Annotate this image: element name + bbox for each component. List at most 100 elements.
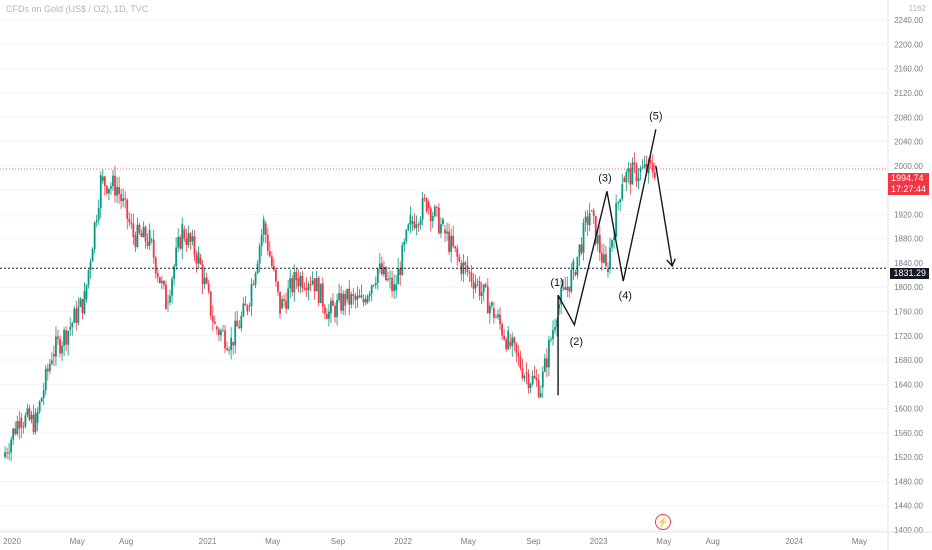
time-tick-label: Aug: [706, 537, 720, 546]
candle-body: [160, 280, 163, 284]
candle-body: [385, 267, 387, 281]
candle-body: [307, 284, 310, 291]
candle-body: [425, 198, 428, 212]
wave-label: (1): [550, 277, 563, 289]
time-axis[interactable]: 2020 May Aug 2021 May Sep 2022 May Sep 2023 May Aug…: [0, 531, 932, 546]
candle-body: [521, 368, 524, 379]
candle-body: [211, 315, 214, 322]
candle-body: [240, 315, 243, 329]
level-lines: [0, 168, 888, 269]
candle-body: [448, 231, 450, 252]
candle-body: [8, 452, 10, 454]
candle-body: [48, 363, 51, 372]
candle-body: [65, 330, 68, 345]
candle-body: [175, 247, 178, 267]
candle-body: [238, 326, 241, 329]
candle-body: [277, 281, 279, 292]
candle-body: [99, 175, 102, 208]
candle-body: [582, 222, 585, 253]
candle-body: [523, 375, 526, 379]
candle-body: [171, 278, 173, 296]
candle-body: [456, 248, 459, 257]
candle-body: [409, 215, 412, 225]
candle-body: [517, 352, 520, 357]
candle-body: [18, 421, 21, 429]
candle-body: [50, 360, 53, 364]
candle-body: [419, 219, 422, 225]
candle-body: [468, 271, 471, 273]
price-tick-label: 1520.00: [894, 453, 923, 462]
price-tick-label: 2080.00: [894, 113, 923, 122]
candle-body: [554, 327, 556, 330]
candle-body: [209, 291, 212, 316]
candle-body: [270, 256, 273, 267]
level-price-tag: 1831.29: [890, 268, 929, 279]
wave-label: (4): [619, 290, 632, 302]
candle-body: [215, 326, 218, 330]
candle-body: [346, 288, 349, 300]
candle-body: [122, 198, 125, 202]
candle-body: [649, 160, 652, 164]
candle-body: [619, 199, 622, 203]
candle-body: [156, 273, 159, 278]
candle-body: [370, 285, 373, 294]
candle-body: [108, 188, 110, 194]
candle-body: [222, 330, 224, 332]
candle-body: [444, 229, 446, 234]
candle-body: [645, 164, 648, 174]
candle-body: [148, 229, 151, 246]
candle-body: [387, 278, 389, 281]
candle-body: [539, 393, 542, 397]
candle-body: [303, 288, 306, 289]
candle-body: [328, 311, 330, 319]
candle-body: [116, 187, 118, 196]
candle-body: [476, 281, 479, 282]
candle-body: [576, 256, 579, 275]
wave-label: (3): [598, 172, 611, 184]
wave-label: (2): [570, 336, 583, 348]
candle-body: [374, 283, 377, 286]
candle-body: [53, 353, 55, 357]
candle-body: [423, 197, 426, 199]
candle-body: [105, 185, 108, 194]
candle-body: [44, 368, 47, 391]
candle-body: [71, 322, 74, 327]
candle-body: [169, 295, 171, 303]
candle-body: [301, 275, 304, 289]
candle-body: [615, 203, 618, 237]
candle-body: [154, 257, 157, 274]
candle-body: [609, 247, 611, 269]
candle-body: [629, 168, 632, 185]
price-axis[interactable]: 1162 2240.00 2200.00 2160.00 2120.00 2080.00 2…: [887, 0, 927, 550]
candle-body: [89, 261, 92, 271]
candle-body: [197, 252, 200, 264]
candle-body: [588, 213, 591, 225]
candle-body: [244, 303, 247, 306]
candle-body: [564, 287, 567, 291]
lightning-icon[interactable]: ⚡: [655, 514, 671, 530]
candle-body: [165, 284, 167, 310]
candle-body: [352, 294, 355, 296]
price-tick-label: 2160.00: [894, 65, 923, 74]
candle-body: [625, 172, 628, 183]
candle-body: [519, 356, 522, 369]
candle-body: [611, 240, 613, 248]
candle-body: [633, 162, 636, 165]
candle-body: [338, 293, 340, 301]
candle-body: [446, 231, 448, 234]
candle-body: [22, 426, 25, 428]
candle-body: [24, 415, 27, 427]
candle-body: [118, 187, 120, 195]
candle-body: [299, 275, 302, 287]
time-tick-label: Sep: [526, 537, 541, 546]
candle-body: [199, 258, 202, 264]
candle-body: [6, 452, 8, 454]
candle-body: [592, 210, 595, 216]
candle-body: [150, 239, 153, 241]
candle-body: [101, 176, 104, 181]
candle-body: [126, 199, 129, 219]
candle-body: [360, 295, 363, 298]
candle-body: [537, 380, 540, 397]
elliott-wave-drawing[interactable]: (1) (2) (3) (4) (5): [550, 110, 676, 396]
